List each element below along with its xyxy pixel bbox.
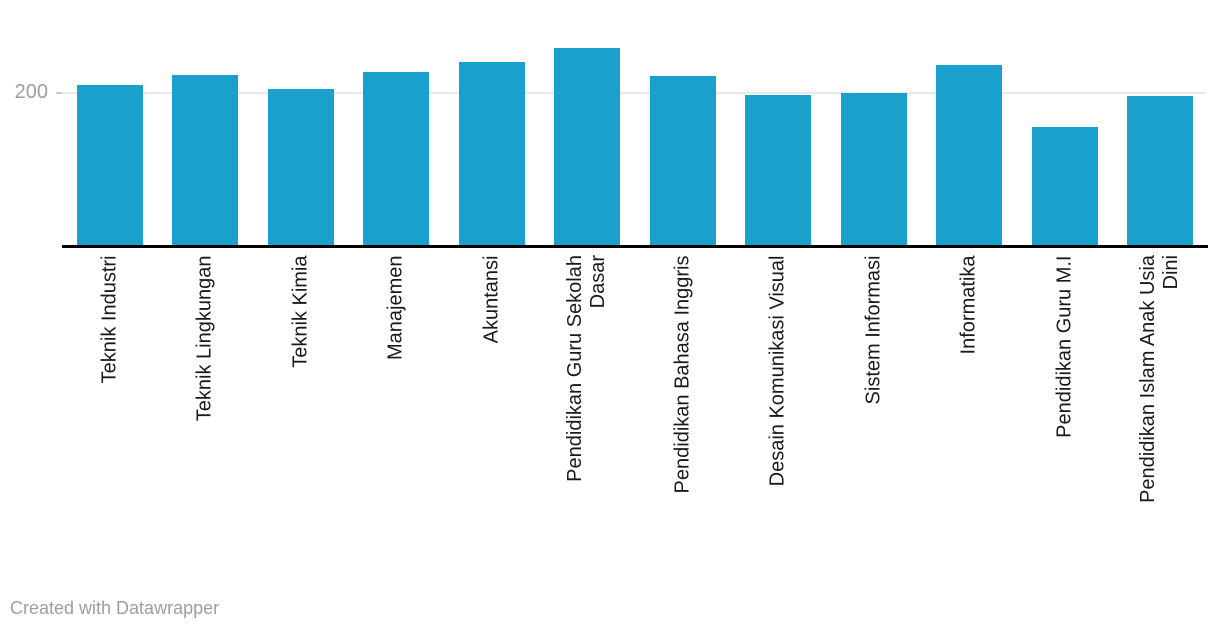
bar-column [731, 0, 827, 247]
x-axis-label-pendidikan-guru-m-i: Pendidikan Guru M.I [1053, 255, 1076, 438]
bar-teknik-lingkungan[interactable] [172, 74, 239, 247]
x-axis-label-sistem-informasi: Sistem Informasi [862, 255, 885, 404]
bar-column [158, 0, 254, 247]
plot-row: 200 [0, 0, 1220, 248]
bar-column [349, 0, 445, 247]
x-axis-label-column: Manajemen [349, 247, 445, 581]
bar-column [540, 0, 636, 247]
x-axis-label-akuntansi: Akuntansi [480, 255, 503, 343]
y-axis-tick-label: 200 [14, 81, 48, 103]
x-axis-label-pendidikan-guru-sekolah-dasar: Pendidikan Guru Sekolah Dasar [564, 255, 610, 482]
x-axis-label-column: Akuntansi [444, 247, 540, 581]
x-axis-label-pendidikan-islam-anak-usia-dini: Pendidikan Islam Anak Usia Dini [1137, 255, 1183, 503]
bar-pendidikan-islam-anak-usia-dini[interactable] [1127, 96, 1194, 247]
bar-column [1017, 0, 1113, 247]
bar-column [62, 0, 158, 247]
x-axis-label-pendidikan-bahasa-inggris: Pendidikan Bahasa Inggris [671, 255, 694, 493]
datawrapper-credit: Created with Datawrapper [10, 598, 220, 618]
bar-column [635, 0, 731, 247]
bar-column [826, 0, 922, 247]
x-axis-label-column: Sistem Informasi [826, 247, 922, 581]
bar-pendidikan-guru-sekolah-dasar[interactable] [554, 47, 621, 247]
bars-container [62, 0, 1208, 247]
x-axis-label-teknik-lingkungan: Teknik Lingkungan [193, 255, 216, 421]
x-axis-label-teknik-kimia: Teknik Kimia [289, 255, 312, 368]
x-axis-label-column: Pendidikan Bahasa Inggris [635, 247, 731, 581]
x-axis-label-column: Informatika [922, 247, 1018, 581]
x-axis-label-column: Desain Komunikasi Visual [731, 247, 827, 581]
x-axis-label-column: Teknik Kimia [253, 247, 349, 581]
x-axis-label-informatika: Informatika [957, 255, 980, 354]
bar-pendidikan-bahasa-inggris[interactable] [649, 76, 716, 247]
bar-teknik-industri[interactable] [76, 84, 143, 247]
bar-column [444, 0, 540, 247]
bar-desain-komunikasi-visual[interactable] [745, 94, 812, 247]
bar-column [1113, 0, 1209, 247]
x-axis-labels: Teknik Industri Teknik Lingkungan Teknik… [62, 247, 1208, 581]
bar-sistem-informasi[interactable] [840, 93, 907, 247]
x-axis-label-column: Pendidikan Islam Anak Usia Dini [1113, 247, 1209, 581]
x-axis-label-column: Pendidikan Guru M.I [1017, 247, 1113, 581]
plot-area [62, 0, 1208, 248]
bar-teknik-kimia[interactable] [267, 88, 334, 247]
gridline-200 [62, 92, 1206, 94]
x-axis-label-column: Pendidikan Guru Sekolah Dasar [540, 247, 636, 581]
bar-manajemen[interactable] [363, 72, 430, 247]
bar-informatika[interactable] [936, 64, 1003, 247]
x-axis-label-manajemen: Manajemen [384, 255, 407, 360]
x-axis-label-desain-komunikasi-visual: Desain Komunikasi Visual [766, 255, 789, 486]
bar-pendidikan-guru-m-i[interactable] [1031, 126, 1098, 247]
x-axis-label-column: Teknik Industri [62, 247, 158, 581]
x-axis-label-teknik-industri: Teknik Industri [98, 255, 121, 383]
bar-column [253, 0, 349, 247]
x-axis-label-column: Teknik Lingkungan [158, 247, 254, 581]
bar-column [922, 0, 1018, 247]
x-axis-line [62, 245, 1208, 248]
bar-akuntansi[interactable] [458, 62, 525, 247]
